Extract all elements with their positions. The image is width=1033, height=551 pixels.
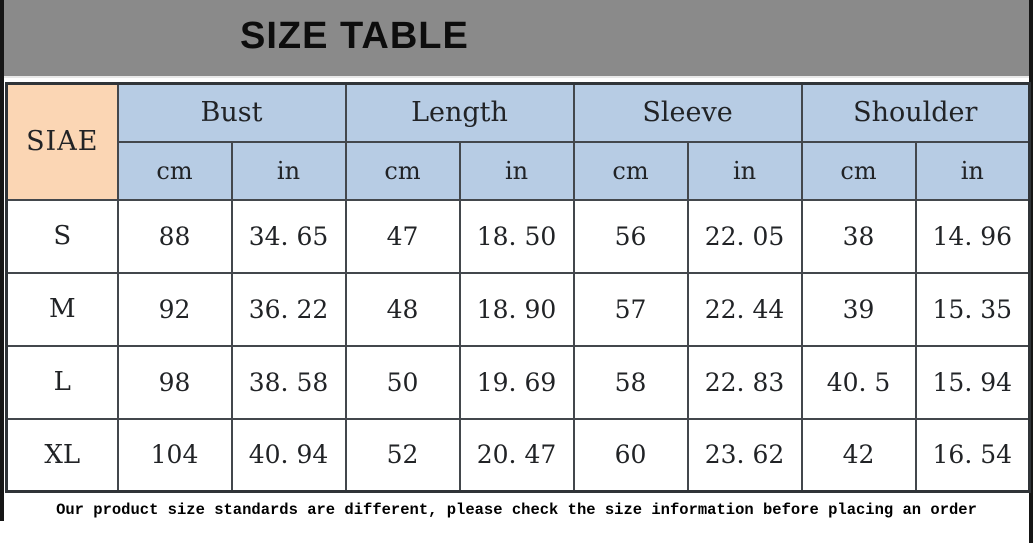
unit-header-sleeve-cm: cm	[572, 140, 689, 201]
table-cell: 16. 54	[914, 417, 1031, 493]
table-cell: 15. 35	[914, 271, 1031, 347]
left-frame-line	[0, 0, 4, 521]
table-cell: 22. 05	[686, 198, 803, 274]
table-cell: 20. 47	[458, 417, 575, 493]
size-label: L	[5, 344, 119, 420]
corner-header-cell: SIAE	[5, 82, 119, 201]
size-table: SIAE Bust Length Sleeve Shoulder cm in c…	[5, 82, 1032, 493]
column-group-bust: Bust	[116, 82, 347, 143]
table-row-s: S 88 34. 65 47 18. 50 56 22. 05 38 14. 9…	[5, 198, 1031, 274]
table-cell: 40. 94	[230, 417, 347, 493]
unit-header-bust-in: in	[230, 140, 347, 201]
page-title: SIZE TABLE	[240, 15, 469, 57]
column-group-sleeve: Sleeve	[572, 82, 803, 143]
table-cell: 98	[116, 344, 233, 420]
table-cell: 104	[116, 417, 233, 493]
table-header-unit-row: cm in cm in cm in cm in	[7, 140, 1031, 201]
table-row-l: L 98 38. 58 50 19. 69 58 22. 83 40. 5 15…	[5, 344, 1031, 420]
table-cell: 39	[800, 271, 917, 347]
unit-header-bust-cm: cm	[116, 140, 233, 201]
table-cell: 23. 62	[686, 417, 803, 493]
table-cell: 38. 58	[230, 344, 347, 420]
table-cell: 52	[344, 417, 461, 493]
unit-header-length-in: in	[458, 140, 575, 201]
table-row-m: M 92 36. 22 48 18. 90 57 22. 44 39 15. 3…	[5, 271, 1031, 347]
table-cell: 14. 96	[914, 198, 1031, 274]
table-cell: 48	[344, 271, 461, 347]
table-cell: 18. 50	[458, 198, 575, 274]
table-header-group-row: SIAE Bust Length Sleeve Shoulder	[5, 82, 1031, 201]
table-cell: 40. 5	[800, 344, 917, 420]
table-cell: 19. 69	[458, 344, 575, 420]
table-cell: 50	[344, 344, 461, 420]
table-cell: 56	[572, 198, 689, 274]
unit-header-shoulder-cm: cm	[800, 140, 917, 201]
column-group-shoulder: Shoulder	[800, 82, 1031, 143]
table-cell: 22. 83	[686, 344, 803, 420]
unit-header-length-cm: cm	[344, 140, 461, 201]
table-cell: 88	[116, 198, 233, 274]
size-label: M	[5, 271, 119, 347]
table-cell: 42	[800, 417, 917, 493]
table-cell: 15. 94	[914, 344, 1031, 420]
size-label: S	[5, 198, 119, 274]
table-cell: 22. 44	[686, 271, 803, 347]
table-cell: 34. 65	[230, 198, 347, 274]
size-label: XL	[5, 417, 119, 493]
table-row-xl: XL 104 40. 94 52 20. 47 60 23. 62 42 16.…	[5, 417, 1031, 493]
table-cell: 58	[572, 344, 689, 420]
table-cell: 18. 90	[458, 271, 575, 347]
unit-header-sleeve-in: in	[686, 140, 803, 201]
unit-header-shoulder-in: in	[914, 140, 1031, 201]
table-cell: 60	[572, 417, 689, 493]
table-cell: 47	[344, 198, 461, 274]
table-cell: 92	[116, 271, 233, 347]
table-cell: 36. 22	[230, 271, 347, 347]
size-disclaimer-note: Our product size standards are different…	[56, 501, 977, 519]
title-banner: SIZE TABLE	[0, 0, 1033, 78]
table-cell: 38	[800, 198, 917, 274]
column-group-length: Length	[344, 82, 575, 143]
table-cell: 57	[572, 271, 689, 347]
